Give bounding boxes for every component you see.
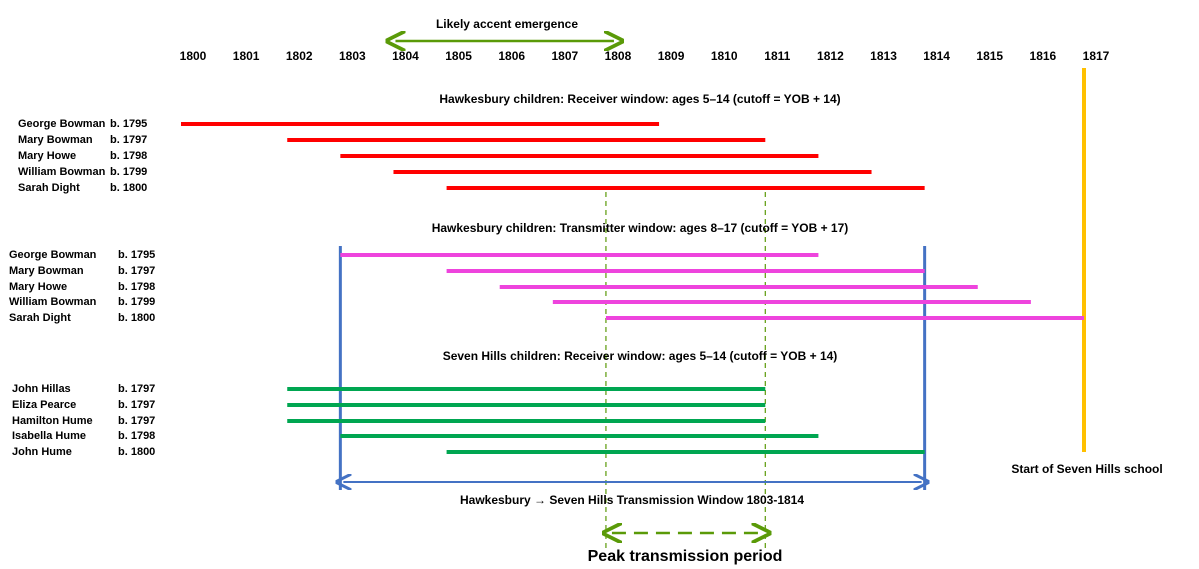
- x-tick-label: 1810: [711, 49, 738, 63]
- row-born: b. 1797: [110, 134, 147, 146]
- row-name: William Bowman: [9, 296, 97, 308]
- emergence-label: Likely accent emergence: [436, 17, 578, 31]
- row-born: b. 1799: [118, 296, 155, 308]
- x-tick-label: 1816: [1030, 49, 1057, 63]
- x-tick-label: 1803: [339, 49, 366, 63]
- row-born: b. 1798: [110, 150, 147, 162]
- row-name: Mary Bowman: [9, 265, 84, 277]
- row-name: William Bowman: [18, 166, 106, 178]
- row-name: George Bowman: [18, 118, 106, 130]
- group-title: Seven Hills children: Receiver window: a…: [443, 349, 838, 363]
- row-name: Mary Howe: [9, 281, 67, 293]
- row-name: Hamilton Hume: [12, 415, 93, 427]
- row-born: b. 1798: [118, 430, 155, 442]
- row-born: b. 1797: [118, 415, 155, 427]
- x-tick-label: 1805: [445, 49, 472, 63]
- x-tick-label: 1813: [870, 49, 897, 63]
- x-tick-label: 1804: [392, 49, 419, 63]
- row-born: b. 1797: [118, 383, 155, 395]
- row-name: John Hume: [12, 446, 72, 458]
- row-name: Sarah Dight: [9, 312, 71, 324]
- x-tick-label: 1801: [233, 49, 260, 63]
- row-born: b. 1800: [118, 312, 155, 324]
- group-title: Hawkesbury children: Transmitter window:…: [432, 221, 849, 235]
- row-name: George Bowman: [9, 249, 97, 261]
- row-born: b. 1797: [118, 265, 155, 277]
- row-born: b. 1797: [118, 399, 155, 411]
- x-tick-label: 1809: [658, 49, 685, 63]
- row-name: Isabella Hume: [12, 430, 86, 442]
- row-born: b. 1795: [118, 249, 155, 261]
- row-born: b. 1800: [110, 182, 147, 194]
- row-name: Mary Howe: [18, 150, 76, 162]
- x-tick-label: 1814: [923, 49, 950, 63]
- x-tick-label: 1812: [817, 49, 844, 63]
- x-tick-label: 1808: [605, 49, 632, 63]
- row-name: Eliza Pearce: [12, 399, 76, 411]
- row-name: Mary Bowman: [18, 134, 93, 146]
- row-born: b. 1798: [118, 281, 155, 293]
- x-tick-label: 1815: [976, 49, 1003, 63]
- row-name: Sarah Dight: [18, 182, 80, 194]
- x-tick-label: 1817: [1083, 49, 1110, 63]
- x-tick-label: 1807: [551, 49, 578, 63]
- peak-label: Peak transmission period: [588, 548, 783, 565]
- row-born: b. 1800: [118, 446, 155, 458]
- row-born: b. 1795: [110, 118, 147, 130]
- x-tick-label: 1806: [498, 49, 525, 63]
- x-tick-label: 1811: [764, 49, 790, 63]
- school-label: Start of Seven Hills school: [1011, 462, 1162, 476]
- group-title: Hawkesbury children: Receiver window: ag…: [439, 92, 840, 106]
- row-born: b. 1799: [110, 166, 147, 178]
- x-tick-label: 1802: [286, 49, 313, 63]
- row-name: John Hillas: [12, 383, 71, 395]
- window-label: Hawkesbury → Seven Hills Transmission Wi…: [460, 493, 804, 507]
- x-tick-label: 1800: [180, 49, 207, 63]
